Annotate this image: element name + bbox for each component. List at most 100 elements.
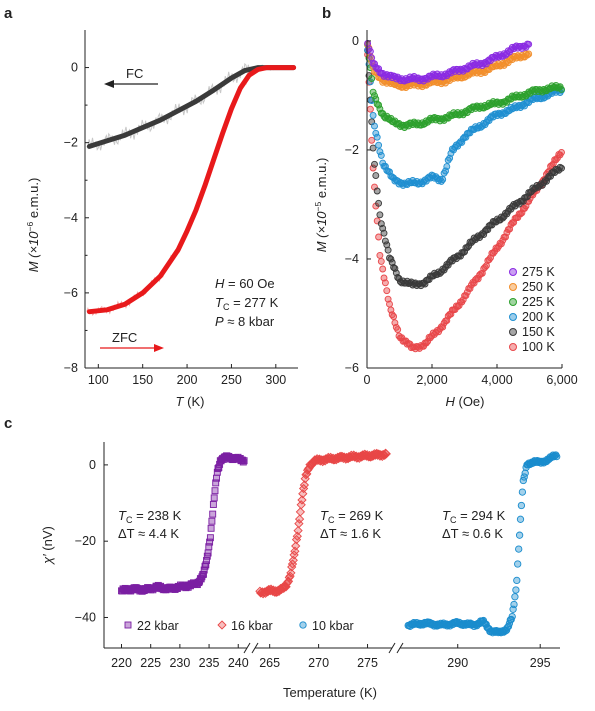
panel-b-point bbox=[369, 144, 377, 152]
panel-b-point bbox=[372, 172, 380, 180]
fc-label: FC bbox=[126, 66, 143, 81]
panel-b-legend-label: 250 K bbox=[522, 280, 555, 294]
panel-c-point bbox=[202, 561, 210, 569]
panel-b-point bbox=[373, 133, 381, 141]
panel-b-legend-marker bbox=[509, 343, 517, 351]
zfc-arrowhead bbox=[154, 344, 164, 352]
panel-b-point bbox=[386, 300, 393, 308]
panel-a-xlabel: T (K) bbox=[176, 394, 205, 409]
panel-a-lines bbox=[86, 65, 297, 315]
panel-c-ylabel: χ′ (nV) bbox=[40, 526, 55, 565]
panel-c-point bbox=[514, 560, 522, 568]
panel-c-point bbox=[381, 449, 391, 459]
panel-b-xtick-label: 2,000 bbox=[416, 373, 447, 387]
panel-a-ylabel: M (×10−6 e.m.u.) bbox=[25, 178, 41, 273]
panel-a-ytick-label: −6 bbox=[64, 286, 78, 300]
panel-c-point bbox=[214, 465, 222, 472]
panel-c-point bbox=[291, 541, 301, 551]
panel-c-legend: 22 kbar 16 kbar 10 kbar bbox=[124, 619, 354, 633]
panel-b-point bbox=[375, 101, 383, 109]
panel-c-legend-marker bbox=[124, 621, 132, 629]
panel-b-point bbox=[371, 160, 378, 168]
panel-c-point bbox=[508, 612, 516, 621]
panel-c-ticks: 0 −20 −40 220 225 230 235 240 265 270 275 290 295 bbox=[75, 458, 551, 670]
panel-c-xtick-label: 265 bbox=[259, 656, 280, 670]
panel-c-tc-annotation: TC = 294 K bbox=[442, 508, 506, 525]
panel-b-point bbox=[384, 246, 392, 254]
panel-c-point bbox=[521, 469, 529, 477]
panel-b-point bbox=[368, 136, 376, 144]
panel-b-axes bbox=[366, 30, 562, 369]
panel-c-xtick-label: 270 bbox=[308, 656, 329, 670]
panel-b-legend-marker bbox=[509, 313, 517, 321]
panel-b-point bbox=[375, 141, 383, 149]
panel-b-point bbox=[381, 279, 389, 287]
panel-b-point bbox=[377, 257, 385, 265]
panel-b-legend-marker bbox=[509, 283, 517, 291]
panel-b-point bbox=[369, 164, 377, 172]
panel-c-point bbox=[553, 452, 561, 461]
panel-c-tc-annotation: TC = 269 K bbox=[320, 508, 384, 525]
panel-b-point bbox=[381, 237, 389, 245]
panel-c-legend-marker bbox=[299, 621, 307, 629]
panel-c-point bbox=[297, 495, 307, 505]
panel-b-point bbox=[558, 164, 565, 172]
panel-c-point bbox=[208, 517, 216, 525]
panel-b-point bbox=[390, 313, 398, 320]
panel-c-xtick-label: 225 bbox=[140, 656, 161, 670]
panel-c-point bbox=[286, 568, 296, 578]
panel-b-point bbox=[375, 233, 383, 241]
panel-c-point bbox=[198, 573, 206, 581]
panel-c-point bbox=[213, 468, 221, 476]
panel-c-xtick-label: 230 bbox=[169, 656, 190, 670]
panel-a-ticks: 100 150 200 250 300 0 −2 −4 −6 −8 bbox=[64, 61, 287, 387]
panel-b-point bbox=[366, 47, 374, 55]
panel-c-point bbox=[515, 545, 523, 553]
panel-c-point bbox=[207, 524, 215, 532]
panel-a-xtick-label: 250 bbox=[221, 373, 242, 387]
panel-c-point bbox=[293, 525, 303, 536]
panel-c-legend-label: 16 kbar bbox=[231, 619, 273, 633]
panel-c-point bbox=[295, 507, 306, 517]
panel-c-point bbox=[200, 566, 208, 574]
panel-c-point bbox=[239, 456, 246, 464]
panel-c-point bbox=[206, 534, 214, 542]
panel-b-legend-marker bbox=[509, 298, 517, 306]
panel-b-point bbox=[462, 292, 470, 300]
panel-b-ticks: 0 2,000 4,000 6,000 0 −2 −4 −6 bbox=[345, 34, 578, 387]
panel-b-ytick-label: −4 bbox=[345, 252, 359, 266]
panel-b-point bbox=[558, 148, 565, 156]
panel-c-xtick-label: 295 bbox=[530, 656, 551, 670]
panel-c-ytick-label: −40 bbox=[75, 610, 96, 624]
panel-b-point bbox=[458, 138, 466, 146]
panel-b-data bbox=[364, 39, 565, 353]
pressure-annotation: P ≈ 8 kbar bbox=[215, 314, 275, 329]
panel-c-point bbox=[209, 510, 217, 518]
panel-c-legend-label: 10 kbar bbox=[312, 619, 354, 633]
fc-arrowhead bbox=[104, 80, 114, 88]
panel-c-point bbox=[203, 557, 210, 564]
panel-b-point bbox=[439, 176, 447, 183]
panel-c-data bbox=[118, 448, 561, 637]
panel-c-xtick-label: 235 bbox=[199, 656, 220, 670]
panel-b-point bbox=[379, 265, 387, 273]
panel-b-point bbox=[369, 111, 377, 119]
panel-c-xtick-label: 290 bbox=[447, 656, 468, 670]
panel-b-ytick-label: 0 bbox=[352, 34, 359, 48]
panel-b-point bbox=[525, 40, 533, 48]
panel-c-point bbox=[299, 480, 310, 490]
panel-c-point bbox=[200, 570, 207, 578]
field-annotation: H = 60 Oe bbox=[215, 276, 275, 291]
panel-b-point bbox=[383, 287, 391, 295]
panel-a-ytick-label: 0 bbox=[71, 61, 78, 75]
panel-b-point bbox=[372, 95, 380, 103]
panel-c-annotations: TC = 238 KΔT ≈ 4.4 K TC = 269 KΔT ≈ 1.6 K… bbox=[118, 508, 506, 541]
panel-b-point bbox=[373, 187, 381, 195]
panel-c-point bbox=[517, 501, 526, 510]
panel-b-point bbox=[525, 50, 533, 58]
panel-c-point bbox=[513, 576, 521, 585]
panel-b-xlabel: H (Oe) bbox=[445, 394, 484, 409]
panel-a-ytick-label: −2 bbox=[64, 136, 78, 150]
